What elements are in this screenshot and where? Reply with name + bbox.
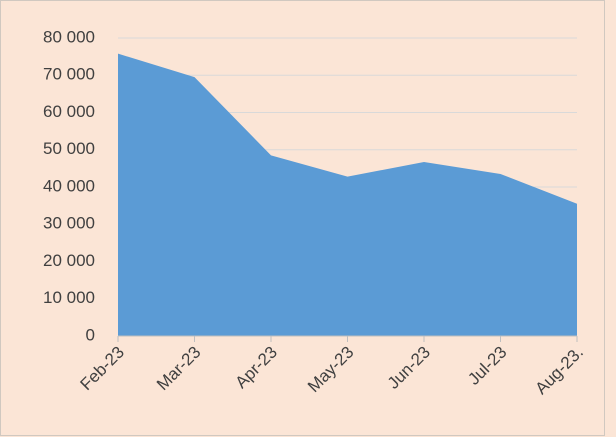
y-tick-label: 50 000 [43, 139, 95, 158]
y-tick-label: 30 000 [43, 214, 95, 233]
y-tick-label: 70 000 [43, 65, 95, 84]
area [118, 53, 577, 337]
y-tick-label: 20 000 [43, 251, 95, 270]
y-tick-label: 10 000 [43, 288, 95, 307]
y-tick-label: 40 000 [43, 176, 95, 195]
y-tick-label: 0 [86, 325, 95, 344]
y-tick-label: 80 000 [43, 27, 95, 46]
y-tick-label: 60 000 [43, 102, 95, 121]
